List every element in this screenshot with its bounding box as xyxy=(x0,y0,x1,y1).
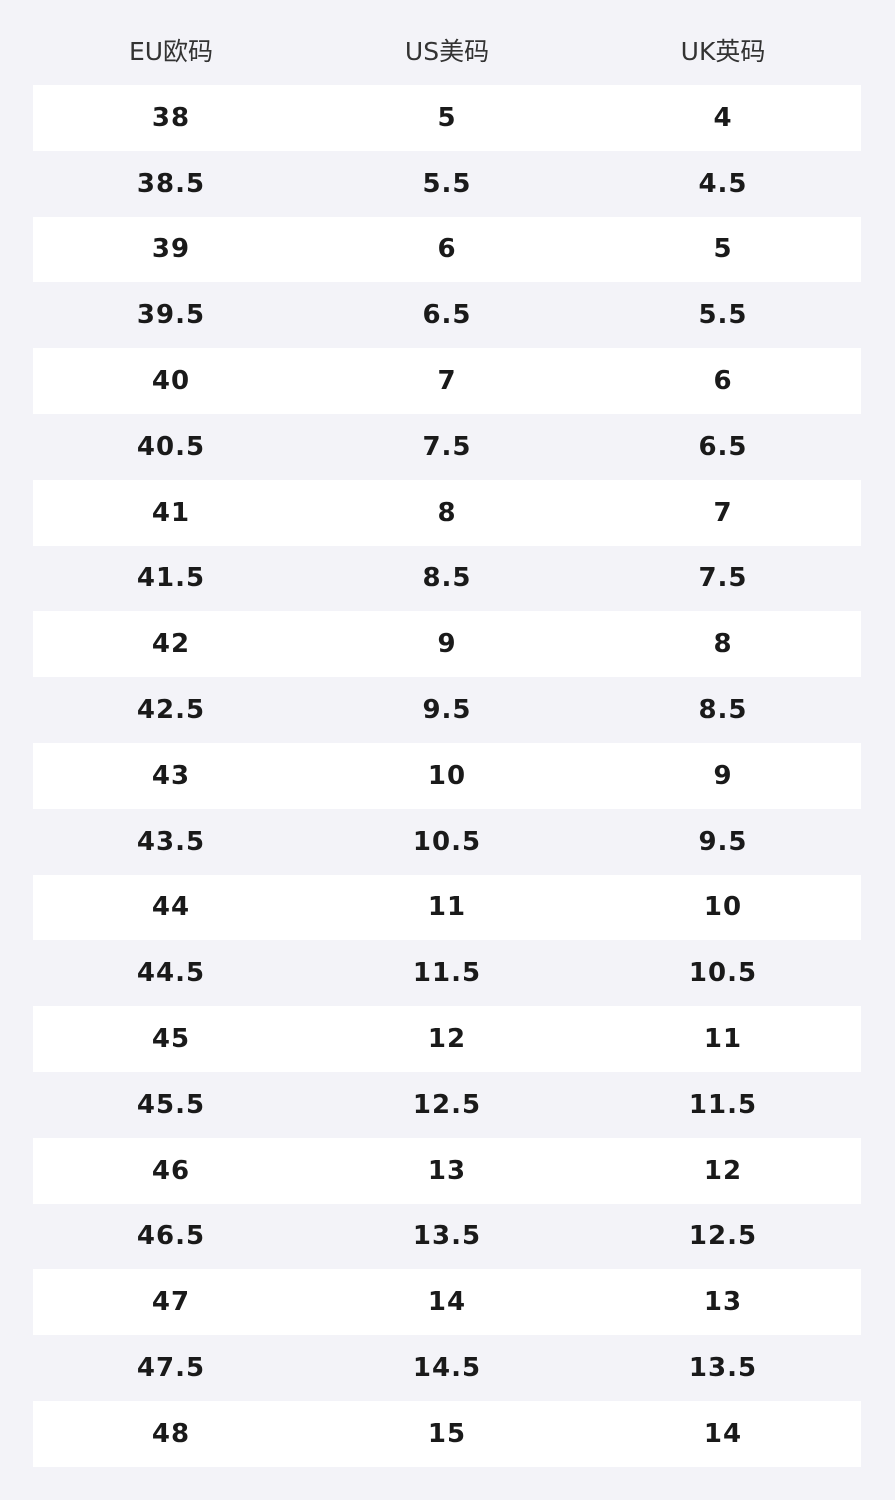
table-cell: 5 xyxy=(437,102,457,133)
table-cell: 9.5 xyxy=(698,826,748,857)
header-cell: US美码 xyxy=(404,37,490,66)
table-cell: 14.5 xyxy=(412,1353,482,1384)
table-row: 38 5 4 xyxy=(33,85,861,151)
table-cell: 42 xyxy=(151,629,191,660)
table-row: 44.5 11.5 10.5 xyxy=(33,940,861,1006)
table-row: 46.5 13.5 12.5 xyxy=(33,1204,861,1270)
table-cell: 6 xyxy=(437,234,457,265)
table-cell: 6.5 xyxy=(698,431,748,462)
table-cell: 10.5 xyxy=(688,958,758,989)
table-cell: 44 xyxy=(151,892,191,923)
table-cell: 8.5 xyxy=(422,563,472,594)
table-cell: 11 xyxy=(703,1024,743,1055)
table-cell: 8.5 xyxy=(698,695,748,726)
table-cell: 7 xyxy=(713,497,733,528)
header-cell: EU欧码 xyxy=(128,37,214,66)
table-cell: 13.5 xyxy=(688,1353,758,1384)
table-cell: 43 xyxy=(151,760,191,791)
table-cell: 11 xyxy=(427,892,467,923)
table-row: 46 13 12 xyxy=(33,1137,861,1204)
header-cell: UK英码 xyxy=(680,37,766,66)
table-cell: 46.5 xyxy=(136,1221,206,1252)
table-cell: 39.5 xyxy=(136,300,206,331)
table-cell: 4 xyxy=(713,102,733,133)
table-cell: 7.5 xyxy=(698,563,748,594)
table-row: 47 14 13 xyxy=(33,1269,861,1336)
table-cell: 13 xyxy=(703,1287,743,1318)
table-cell: 43.5 xyxy=(136,826,206,857)
table-cell: 48 xyxy=(151,1418,191,1449)
table-cell: 12.5 xyxy=(688,1221,758,1252)
table-cell: 6 xyxy=(713,366,733,397)
table-cell: 13.5 xyxy=(412,1221,482,1252)
table-cell: 45.5 xyxy=(136,1089,206,1120)
table-cell: 14 xyxy=(427,1287,467,1318)
table-row: 41 8 7 xyxy=(33,479,861,546)
table-cell: 15 xyxy=(427,1418,467,1449)
table-cell: 8 xyxy=(713,629,733,660)
table-row: 40.5 7.5 6.5 xyxy=(33,414,861,480)
table-cell: 44.5 xyxy=(136,958,206,989)
table-cell: 12.5 xyxy=(412,1089,482,1120)
table-row: 39 6 5 xyxy=(33,216,861,283)
table-row: 40 7 6 xyxy=(33,348,861,414)
size-table: 38 5 4 38.5 5.5 4.5 39 6 5 39.5 6.5 5.5 40 7 6 40.5 7.5 6… xyxy=(33,85,861,1467)
table-cell: 5.5 xyxy=(698,300,748,331)
table-cell: 10 xyxy=(427,760,467,791)
table-row: 42.5 9.5 8.5 xyxy=(33,677,861,743)
table-row: 43.5 10.5 9.5 xyxy=(33,809,861,875)
table-cell: 45 xyxy=(151,1024,191,1055)
table-row: 45 12 11 xyxy=(33,1006,861,1072)
table-cell: 12 xyxy=(427,1024,467,1055)
table-header: EU欧码 US美码 UK英码 xyxy=(33,0,861,85)
table-cell: 38 xyxy=(151,102,191,133)
table-row: 43 10 9 xyxy=(33,742,861,809)
table-cell: 7.5 xyxy=(422,431,472,462)
table-cell: 38.5 xyxy=(136,168,206,199)
table-cell: 14 xyxy=(703,1418,743,1449)
table-cell: 10 xyxy=(703,892,743,923)
table-cell: 11.5 xyxy=(688,1089,758,1120)
table-cell: 46 xyxy=(151,1155,191,1186)
table-row: 48 15 14 xyxy=(33,1400,861,1467)
table-cell: 39 xyxy=(151,234,191,265)
table-cell: 10.5 xyxy=(412,826,482,857)
table-row: 39.5 6.5 5.5 xyxy=(33,282,861,348)
table-cell: 12 xyxy=(703,1155,743,1186)
table-cell: 6.5 xyxy=(422,300,472,331)
table-cell: 4.5 xyxy=(698,168,748,199)
table-row: 38.5 5.5 4.5 xyxy=(33,151,861,217)
table-cell: 42.5 xyxy=(136,695,206,726)
table-cell: 5.5 xyxy=(422,168,472,199)
table-cell: 9.5 xyxy=(422,695,472,726)
table-row: 45.5 12.5 11.5 xyxy=(33,1072,861,1138)
table-row: 47.5 14.5 13.5 xyxy=(33,1335,861,1401)
table-cell: 41.5 xyxy=(136,563,206,594)
table-cell: 8 xyxy=(437,497,457,528)
table-cell: 7 xyxy=(437,366,457,397)
table-cell: 11.5 xyxy=(412,958,482,989)
table-cell: 5 xyxy=(713,234,733,265)
table-cell: 41 xyxy=(151,497,191,528)
table-cell: 40.5 xyxy=(136,431,206,462)
table-cell: 9 xyxy=(437,629,457,660)
table-cell: 47.5 xyxy=(136,1353,206,1384)
table-cell: 13 xyxy=(427,1155,467,1186)
table-cell: 47 xyxy=(151,1287,191,1318)
table-row: 44 11 10 xyxy=(33,874,861,941)
table-row: 42 9 8 xyxy=(33,611,861,678)
table-row: 41.5 8.5 7.5 xyxy=(33,546,861,612)
table-cell: 9 xyxy=(713,760,733,791)
table-cell: 40 xyxy=(151,366,191,397)
